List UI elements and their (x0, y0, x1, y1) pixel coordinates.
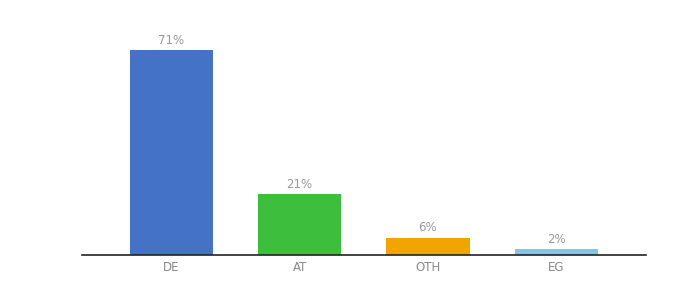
Bar (515, 249, 598, 255)
Text: 21%: 21% (286, 178, 313, 191)
Bar (386, 238, 470, 255)
Bar (130, 50, 213, 255)
Bar (258, 194, 341, 255)
Text: 2%: 2% (547, 233, 566, 246)
Text: 71%: 71% (158, 34, 184, 46)
Text: 6%: 6% (419, 221, 437, 234)
